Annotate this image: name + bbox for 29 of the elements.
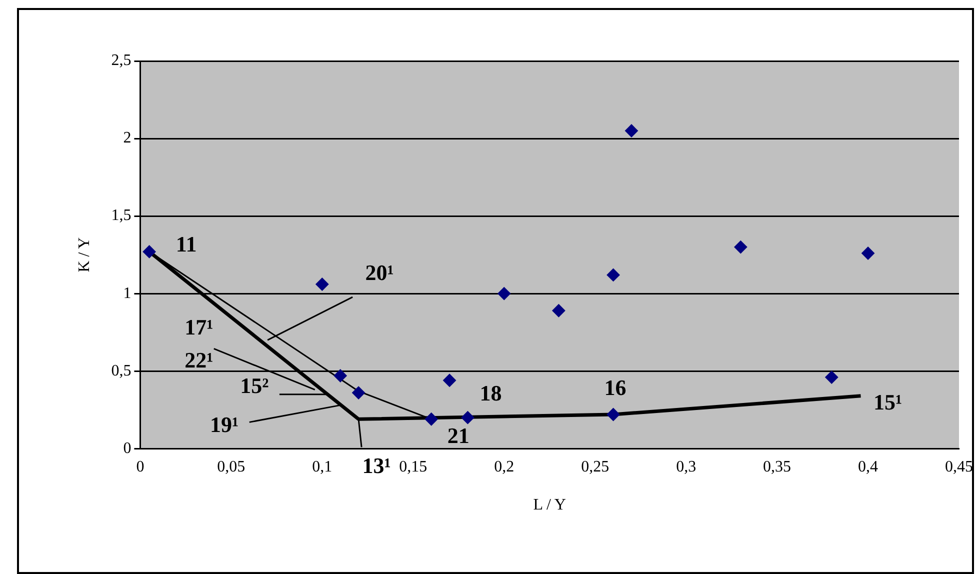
annotation: 17¹ [184, 314, 214, 340]
x-tick-label: 0,1 [312, 458, 332, 476]
x-tick-label: 0,25 [581, 458, 610, 476]
annotation: 16 [604, 375, 626, 400]
x-axis-title: L / Y [533, 496, 566, 514]
y-tick-label: 1,5 [111, 207, 132, 224]
annotation: 11 [176, 231, 197, 256]
annotation: 13¹ [362, 452, 391, 478]
annotation: 15¹ [873, 390, 902, 415]
annotation: 15² [240, 373, 270, 398]
annotation: 19¹ [210, 412, 239, 437]
annotation: 18 [480, 380, 502, 406]
y-tick-label: 0,5 [111, 362, 132, 380]
x-tick-label: 0,45 [945, 458, 973, 476]
x-tick-label: 0,05 [217, 458, 246, 476]
annotation: 22¹ [184, 347, 214, 372]
x-tick-label: 0,2 [494, 458, 514, 476]
y-tick-label: 1 [123, 284, 132, 302]
x-tick-label: 0,4 [858, 458, 878, 476]
x-tick-label: 0 [136, 458, 144, 476]
y-tick-label: 2,5 [111, 52, 132, 70]
annotation: 20¹ [365, 260, 394, 285]
annotation: 21 [447, 422, 470, 448]
x-tick-label: 0,15 [399, 458, 428, 476]
x-tick-label: 0,35 [763, 458, 792, 476]
y-tick-label: 2 [123, 130, 132, 147]
x-tick-label: 0,3 [676, 458, 696, 476]
y-tick-label: 0 [123, 440, 132, 457]
y-axis-title: K / Y [76, 236, 93, 272]
